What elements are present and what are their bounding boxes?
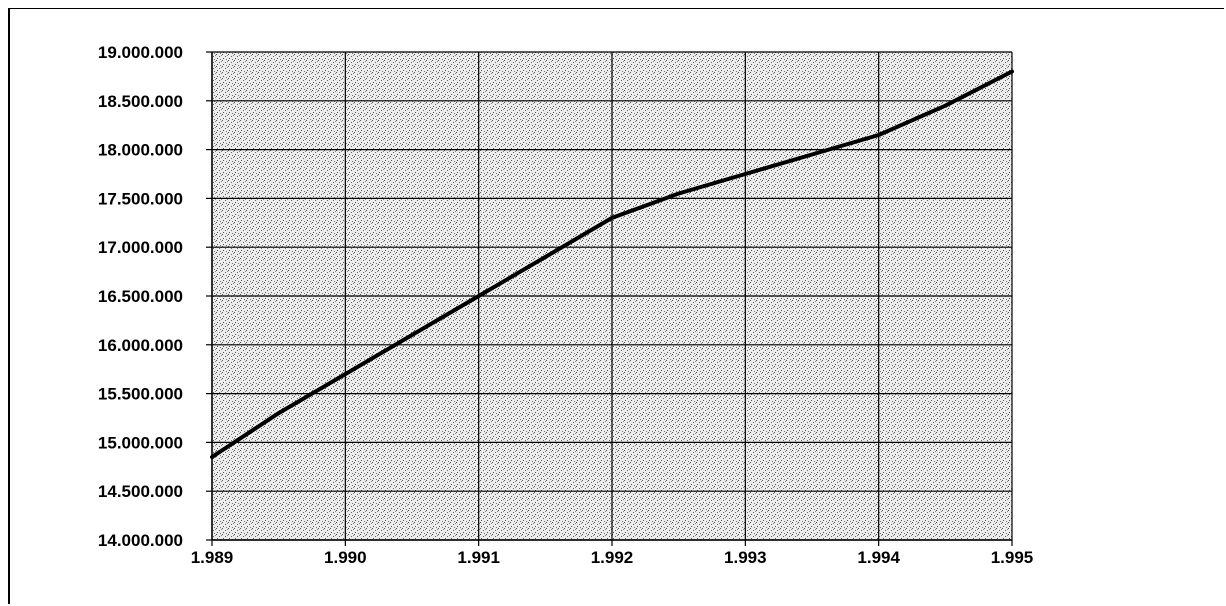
y-tick-label: 16.000.000	[98, 336, 183, 355]
tick-labels: 14.000.000 14.500.000 15.000.000 15.500.000…	[98, 43, 1033, 567]
chart-frame	[8, 8, 1224, 604]
y-tick-label: 15.000.000	[98, 433, 183, 452]
y-tick-label: 18.000.000	[98, 141, 183, 160]
y-tick-label: 15.500.000	[98, 385, 183, 404]
x-tick-label: 1.992	[591, 548, 634, 567]
x-tick-label: 1.994	[857, 548, 900, 567]
y-tick-label: 14.000.000	[98, 531, 183, 550]
x-tick-label: 1.989	[191, 548, 234, 567]
y-tick-label: 18.500.000	[98, 92, 183, 111]
series-layer	[210, 69, 1014, 459]
x-tick-label: 1.993	[724, 548, 767, 567]
y-tick-label: 17.000.000	[98, 238, 183, 257]
series-line	[210, 69, 1014, 459]
y-tick-label: 17.500.000	[98, 189, 183, 208]
y-tick-label: 16.500.000	[98, 287, 183, 306]
grid-lines	[211, 51, 1013, 541]
y-tick-label: 14.500.000	[98, 482, 183, 501]
x-tick-label: 1.991	[457, 548, 500, 567]
y-tick-label: 19.000.000	[98, 43, 183, 62]
x-tick-label: 1.995	[991, 548, 1034, 567]
x-tick-label: 1.990	[324, 548, 367, 567]
